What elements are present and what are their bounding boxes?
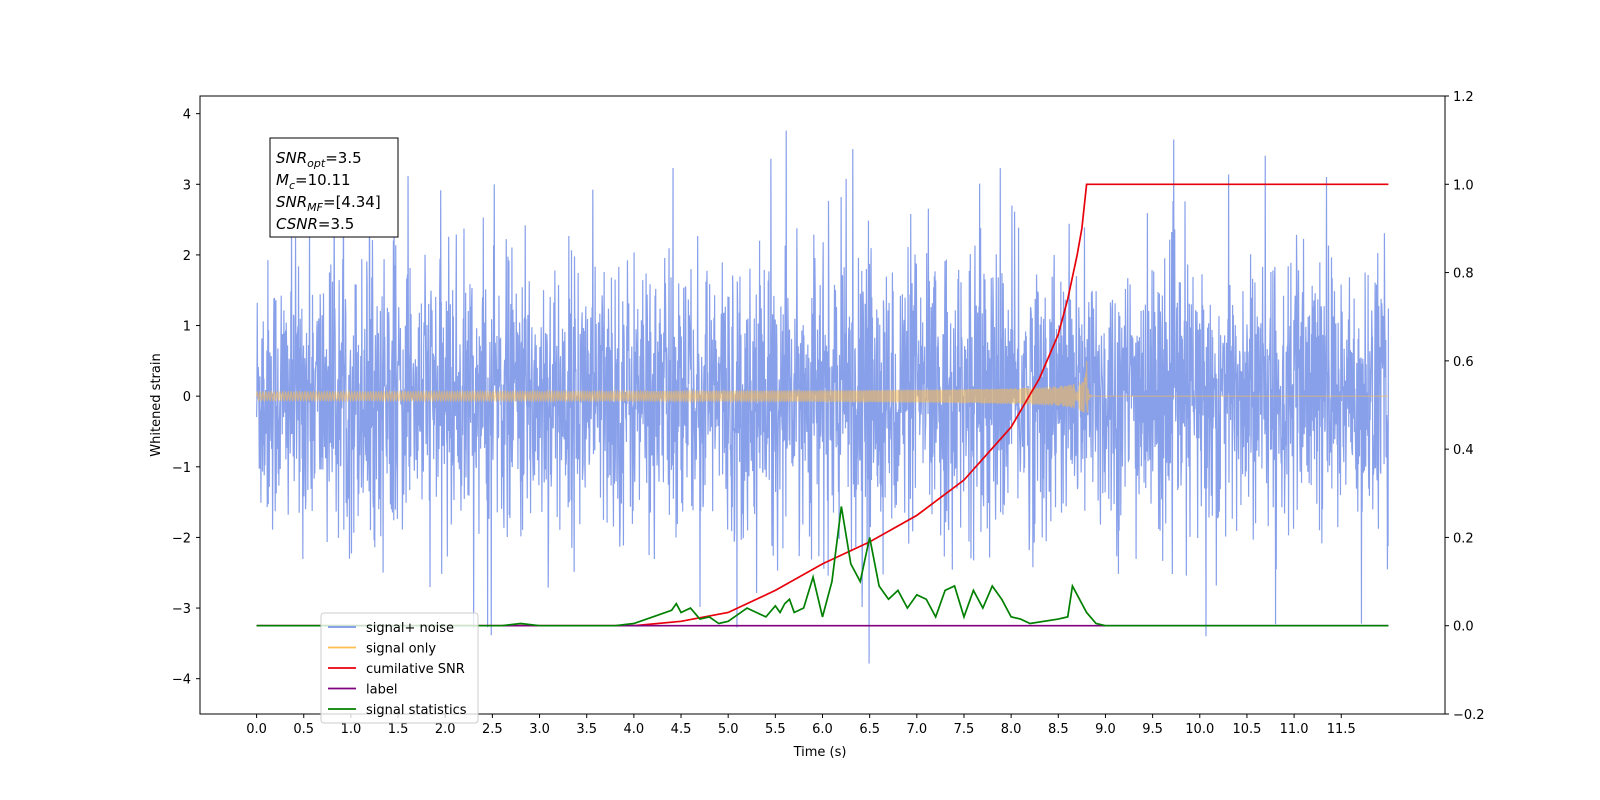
y-tick-label: −1 <box>172 461 191 476</box>
x-tick-label: 6.5 <box>859 722 880 737</box>
series-line-signal-statistics <box>256 506 1389 627</box>
annotation-symbol: SNR <box>276 149 307 167</box>
x-tick-label: 1.5 <box>388 722 409 737</box>
series-line-cumilative-snr <box>256 183 1389 627</box>
series-line-signal-only <box>255 360 1389 413</box>
annotation-line: SNRopt=3.5 <box>276 149 362 170</box>
y-tick-label: 3 <box>183 178 191 193</box>
y-tick-label: −4 <box>172 673 191 688</box>
x-tick-label: 3.0 <box>529 722 550 737</box>
x-tick-label: 9.5 <box>1142 722 1163 737</box>
y-axis-label: Whitened strain <box>149 353 164 456</box>
x-tick-label: 11.5 <box>1327 722 1356 737</box>
series-line-signal-noise <box>255 130 1390 664</box>
annotation-subscript: MF <box>307 201 323 214</box>
x-tick-label: 3.5 <box>576 722 597 737</box>
y2-tick-label: 0.0 <box>1453 620 1474 635</box>
legend-frame <box>320 612 479 724</box>
x-tick-label: 4.0 <box>624 722 645 737</box>
annotation-value: =10.11 <box>295 171 351 189</box>
x-tick-label: 7.5 <box>954 722 975 737</box>
x-tick-label: 10.5 <box>1232 722 1261 737</box>
annotation-frame <box>269 137 399 238</box>
annotation-symbol: CSNR <box>276 215 318 233</box>
y-tick-label: 0 <box>183 390 191 405</box>
annotation-subscript: c <box>289 179 295 192</box>
legend-label-cumilative-snr: cumilative SNR <box>366 662 465 677</box>
x-tick-label: 10.0 <box>1185 722 1214 737</box>
y2-tick-label: 0.2 <box>1453 531 1474 546</box>
x-axis: 0.0 0.5 1.0 1.5 2.0 2.5 3.0 3.5 4.0 4.5 5.0 5.5 6.0 6… <box>246 714 1356 737</box>
y2-tick-label: 0.8 <box>1453 267 1474 282</box>
annotation-line: Mc=10.11 <box>276 171 351 192</box>
y-tick-label: −3 <box>172 602 191 617</box>
y2-tick-label: 1.0 <box>1453 178 1474 193</box>
x-tick-label: 11.0 <box>1280 722 1309 737</box>
legend: signal+ noise signal only cumilative SNR la… <box>320 612 479 724</box>
x-tick-label: 7.0 <box>906 722 927 737</box>
annotation-value: =3.5 <box>318 215 354 233</box>
annotation-symbol: M <box>276 171 289 189</box>
y-tick-label: 4 <box>183 108 191 123</box>
y-tick-label: 2 <box>183 249 191 264</box>
annotation-value: =[4.34] <box>323 193 381 211</box>
x-axis-label: Time (s) <box>793 745 847 760</box>
legend-label-signal-statistics: signal statistics <box>366 703 467 718</box>
x-tick-label: 9.0 <box>1095 722 1116 737</box>
annotation-value: =3.5 <box>325 149 361 167</box>
y-axis-left: −4 −3 −2 −1 0 1 2 3 4 <box>172 108 200 688</box>
annotation-subscript: opt <box>307 157 326 170</box>
legend-label-signal-only: signal only <box>366 642 436 657</box>
y2-tick-label: −0.2 <box>1453 708 1485 723</box>
x-tick-label: 5.0 <box>718 722 739 737</box>
x-tick-label: 2.5 <box>482 722 503 737</box>
x-tick-label: 0.5 <box>293 722 314 737</box>
x-tick-label: 8.5 <box>1048 722 1069 737</box>
y-tick-label: −2 <box>172 531 191 546</box>
y-tick-label: 1 <box>183 320 191 335</box>
annotation-line: SNRMF=[4.34] <box>276 193 381 214</box>
legend-label-label: label <box>366 683 397 698</box>
x-tick-label: 8.0 <box>1001 722 1022 737</box>
x-tick-label: 5.5 <box>765 722 786 737</box>
y2-tick-label: 0.4 <box>1453 443 1474 458</box>
legend-label-signal-noise: signal+ noise <box>366 621 454 636</box>
x-tick-label: 6.0 <box>812 722 833 737</box>
x-tick-label: 2.0 <box>435 722 456 737</box>
x-tick-label: 4.5 <box>671 722 692 737</box>
x-tick-label: 1.0 <box>341 722 362 737</box>
y-axis-right: −0.2 0.0 0.2 0.4 0.6 0.8 1.0 1.2 <box>1445 90 1485 723</box>
annotation-symbol: SNR <box>276 193 307 211</box>
x-tick-label: 0.0 <box>246 722 267 737</box>
y2-tick-label: 0.6 <box>1453 355 1474 370</box>
y2-tick-label: 1.2 <box>1453 90 1474 105</box>
annotation-line: CSNR=3.5 <box>276 215 354 233</box>
